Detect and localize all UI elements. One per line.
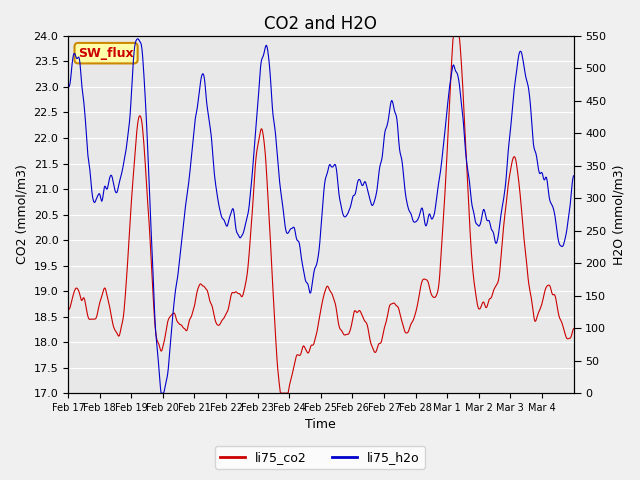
Y-axis label: CO2 (mmol/m3): CO2 (mmol/m3) — [15, 165, 28, 264]
X-axis label: Time: Time — [305, 419, 336, 432]
Title: CO2 and H2O: CO2 and H2O — [264, 15, 377, 33]
Text: SW_flux: SW_flux — [78, 47, 134, 60]
Legend: li75_co2, li75_h2o: li75_co2, li75_h2o — [215, 446, 425, 469]
Y-axis label: H2O (mmol/m3): H2O (mmol/m3) — [612, 164, 625, 265]
